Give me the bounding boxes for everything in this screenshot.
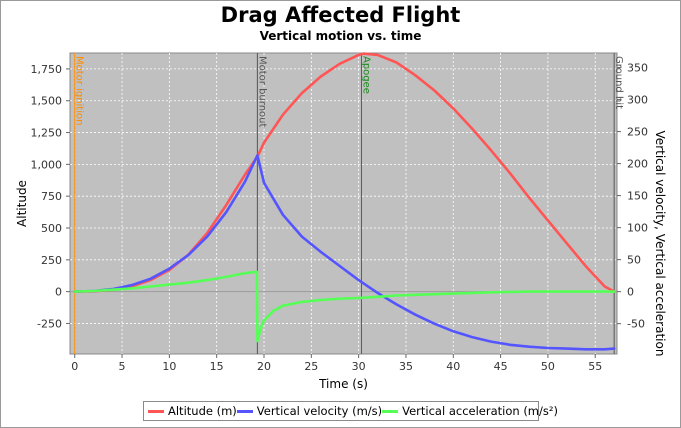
legend-item: Altitude (m)	[148, 404, 237, 418]
plot-area	[69, 52, 618, 355]
y-right-tick-label: 300	[627, 94, 648, 107]
series-line-1	[73, 154, 616, 351]
y-left-tick-label: 1,750	[31, 63, 63, 76]
x-tick-label: 45	[494, 360, 508, 373]
x-tick-label: 25	[304, 360, 318, 373]
x-tick-label: 30	[352, 360, 366, 373]
event-marker-label: Motor ignition	[74, 56, 85, 125]
chart-subtitle: Vertical motion vs. time	[259, 29, 422, 43]
y-right-tick-label: 150	[627, 190, 648, 203]
x-tick-label: 5	[119, 360, 126, 373]
x-tick-label: 50	[541, 360, 555, 373]
y-right-tick-label: 250	[627, 126, 648, 139]
series-line-2	[73, 270, 616, 343]
event-markers: Motor ignition Motor burnout Apogee Ground …	[74, 53, 624, 354]
x-tick-label: 20	[257, 360, 271, 373]
y-left-tick-label: 0	[55, 286, 62, 299]
legend-swatch	[382, 409, 399, 413]
legend-item: Vertical acceleration (m/s²)	[382, 404, 558, 418]
legend-label: Vertical acceleration (m/s²)	[402, 404, 558, 418]
x-tick-label: 10	[162, 360, 176, 373]
x-tick-label: 0	[71, 360, 78, 373]
y-axis-left-label: Altitude	[15, 180, 29, 227]
y-right-tick-label: 50	[627, 254, 641, 267]
y-left-tick-label: -250	[37, 317, 62, 330]
y-left-tick-label: 1,250	[31, 127, 63, 140]
event-marker-label: Ground hit	[613, 56, 624, 109]
legend-swatch	[148, 409, 164, 413]
y-right-tick-label: -50	[627, 318, 645, 331]
y-left-tick-label: 750	[41, 190, 62, 203]
y-right-tick-label: 0	[627, 286, 634, 299]
event-marker-label: Motor burnout	[256, 56, 267, 127]
event-marker-label: Apogee	[360, 56, 371, 94]
x-tick-label: 35	[399, 360, 413, 373]
y-right-tick-label: 350	[627, 62, 648, 75]
legend-label: Vertical velocity (m/s)	[256, 404, 383, 418]
y-left-tick-label: 250	[41, 254, 62, 267]
legend-label: Altitude (m)	[168, 404, 237, 418]
y-right-tick-label: 100	[627, 222, 648, 235]
chart-title: Drag Affected Flight	[220, 3, 461, 27]
y-axis-right-label: Vertical velocity, Vertical acceleration	[653, 131, 667, 357]
x-tick-label: 55	[588, 360, 602, 373]
x-tick-label: 40	[446, 360, 460, 373]
y-left-tick-label: 1,000	[31, 158, 63, 171]
axes: 0 5 10 15 20 25 30 35 40 45 50 55-25002505007501,00…	[31, 62, 649, 373]
legend-item: Vertical velocity (m/s)	[236, 404, 383, 418]
y-left-tick-label: 500	[41, 222, 62, 235]
y-right-tick-label: 200	[627, 158, 648, 171]
legend: Altitude (m) Vertical velocity (m/s) Verti…	[143, 401, 558, 421]
legend-swatch	[236, 409, 253, 413]
x-axis-label: Time (s)	[318, 377, 368, 391]
series-group	[73, 52, 616, 351]
y-left-tick-label: 1,500	[31, 95, 63, 108]
x-tick-label: 15	[210, 360, 224, 373]
